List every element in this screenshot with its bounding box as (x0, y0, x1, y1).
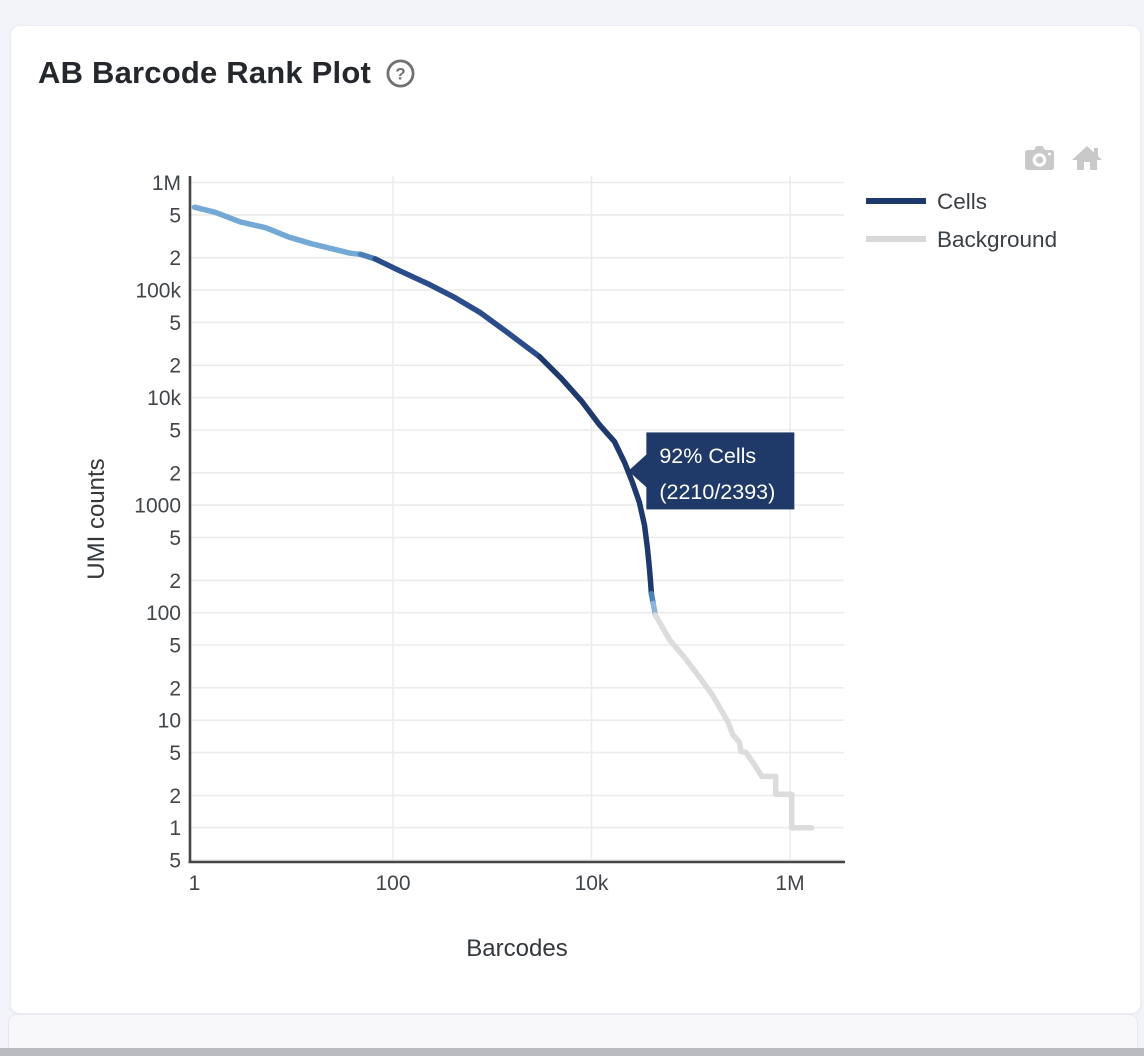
y-axis-title: UMI counts (83, 458, 110, 579)
annotation-arrow (628, 451, 650, 490)
help-glyph: ? (395, 64, 405, 83)
curve-segment-cells-mixed-light[interactable] (191, 204, 364, 258)
help-icon[interactable]: ? (385, 58, 416, 89)
curve-segment-cells-dark[interactable] (536, 353, 655, 597)
next-panel-strip (8, 1014, 1138, 1049)
help-circle (386, 58, 415, 88)
curve-segment-background-tail[interactable] (652, 612, 815, 831)
x-tick-label: 1 (189, 872, 201, 895)
home-icon[interactable] (1072, 146, 1102, 170)
y-tick-label: 5 (169, 527, 181, 550)
y-tick-label: 1M (152, 172, 181, 195)
y-tick-label: 2 (169, 462, 181, 485)
y-tick-label: 5 (169, 312, 181, 335)
y-tick-label: 5 (169, 635, 181, 658)
card-header: AB Barcode Rank Plot ? (38, 55, 416, 91)
y-tick-label: 2 (169, 355, 181, 378)
camera-bump (1034, 146, 1045, 150)
y-tick-label: 2 (169, 677, 181, 700)
y-tick-label: 10 (158, 710, 181, 733)
plot-card (10, 25, 1141, 1014)
bottom-edge (0, 1048, 1144, 1056)
camera-lens-inner (1035, 156, 1044, 164)
y-tick-label: 100 (146, 602, 181, 625)
x-tick-label: 10k (575, 872, 609, 895)
camera-icon[interactable] (1025, 146, 1054, 170)
camera-dot (1048, 152, 1051, 156)
y-tick-label: 5 (169, 850, 181, 873)
y-tick-label: 1000 (134, 495, 181, 518)
y-tick-label: 10k (147, 387, 181, 410)
y-tick-label: 1 (169, 817, 181, 840)
legend-label: Background (937, 227, 1057, 252)
x-tick-label: 1M (775, 872, 804, 895)
y-tick-label: 5 (169, 204, 181, 227)
legend-label: Cells (937, 189, 987, 214)
y-tick-label: 2 (169, 570, 181, 593)
annotation-box (646, 432, 795, 510)
y-tick-label: 5 (169, 420, 181, 443)
y-tick-label: 100k (135, 280, 181, 303)
y-tick-label: 2 (169, 247, 181, 270)
help-button[interactable]: ? (385, 58, 416, 89)
x-tick-label: 100 (375, 872, 410, 895)
y-tick-label: 2 (169, 785, 181, 808)
annotation-text: 92% Cells (659, 444, 756, 468)
y-tick-label: 5 (169, 742, 181, 765)
x-axis-title: Barcodes (466, 935, 567, 962)
curve-segment-cells-mid[interactable] (372, 256, 543, 360)
legend-item-cells[interactable]: Cells (866, 189, 987, 214)
page-title: AB Barcode Rank Plot (38, 55, 372, 90)
annotation-text: (2210/2393) (659, 480, 775, 504)
home-shape (1072, 146, 1102, 170)
legend-item-background[interactable]: Background (866, 227, 1057, 252)
